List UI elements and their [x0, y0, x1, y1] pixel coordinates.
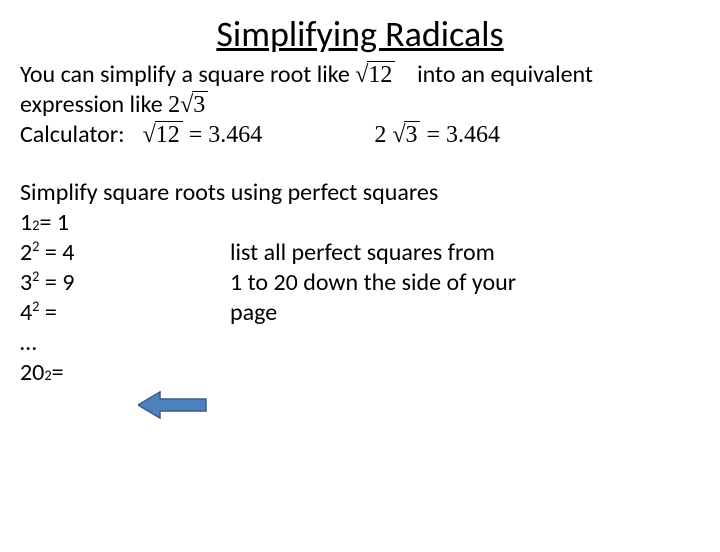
- perfect-square-3: 32 = 9 1 to 20 down the side of your: [20, 268, 700, 298]
- note-line3: page: [230, 298, 277, 328]
- perfect-square-20: 202 =: [20, 358, 700, 388]
- intro-text: You can simplify a square root like √12 …: [20, 60, 700, 120]
- radicand-12: 12: [367, 61, 395, 88]
- calc-radicand-3: 3: [404, 121, 420, 148]
- calc-sqrt-3: √3: [392, 120, 420, 150]
- eq-20: =: [52, 358, 64, 388]
- subheading: Simplify square roots using perfect squa…: [20, 178, 700, 208]
- base-4: 4: [20, 298, 32, 327]
- note-line2: 1 to 20 down the side of your: [230, 268, 516, 298]
- eq-1: = 1: [39, 208, 69, 238]
- perfect-square-4: 42 = page: [20, 298, 700, 328]
- intro-part1: You can simplify a square root like: [20, 60, 355, 89]
- calculator-line: Calculator: √12 = 3.464 2√3 = 3.464: [20, 120, 700, 150]
- calc-radicand-12: 12: [155, 121, 183, 148]
- calc-coef-2: 2: [374, 120, 386, 150]
- eq-4: =: [39, 298, 56, 327]
- left-arrow-icon: [138, 390, 208, 420]
- calc-eq1-result: = 3.464: [189, 120, 263, 150]
- calc-sqrt-12: √12: [143, 120, 183, 150]
- base-20: 20: [20, 358, 44, 388]
- base-1: 1: [20, 208, 32, 238]
- calc-eq2-result: = 3.464: [426, 120, 500, 150]
- sqrt-12: √12: [355, 60, 395, 90]
- note-line1: list all perfect squares from: [230, 238, 495, 268]
- base-2: 2: [20, 238, 32, 267]
- calc-label: Calculator:: [20, 120, 125, 150]
- eq-3: = 9: [39, 268, 74, 297]
- sqrt-3: √3: [180, 90, 208, 120]
- radicand-3: 3: [192, 91, 208, 118]
- eq-2: = 4: [39, 238, 74, 267]
- perfect-square-1: 12 = 1: [20, 208, 700, 238]
- coef-2: 2: [168, 92, 180, 118]
- page-title: Simplifying Radicals: [0, 12, 720, 56]
- base-3: 3: [20, 268, 32, 297]
- content-body: You can simplify a square root like √12 …: [0, 60, 720, 388]
- perfect-square-2: 22 = 4 list all perfect squares from: [20, 238, 700, 268]
- ellipsis-line: …: [20, 328, 700, 358]
